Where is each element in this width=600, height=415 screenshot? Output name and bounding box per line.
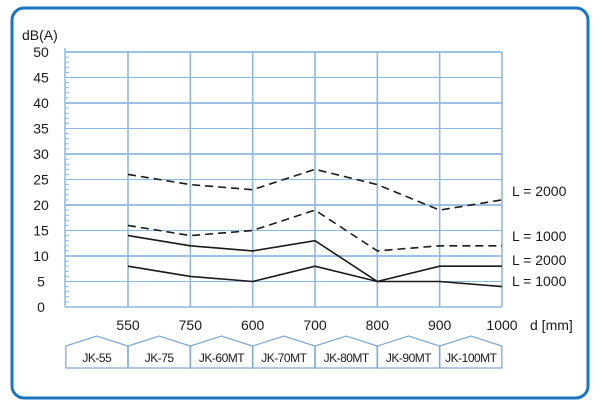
model-tab-label: JK-100MT bbox=[445, 351, 498, 365]
x-tick-label: 750 bbox=[179, 317, 203, 333]
y-tick-label: 5 bbox=[37, 274, 45, 290]
x-tick-label: 600 bbox=[241, 317, 265, 333]
chart-frame bbox=[10, 6, 590, 400]
y-tick-label: 30 bbox=[33, 146, 49, 162]
y-tick-label: 40 bbox=[33, 95, 49, 111]
x-axis-label: d [mm] bbox=[530, 317, 573, 333]
x-tick-label: 1000 bbox=[486, 317, 517, 333]
grid bbox=[65, 51, 503, 307]
y-tick-label: 25 bbox=[33, 172, 49, 188]
y-tick-label: 15 bbox=[33, 223, 49, 239]
model-tab bbox=[439, 335, 503, 369]
axes bbox=[64, 48, 502, 308]
series-label: L = 1000 bbox=[512, 273, 567, 289]
y-axis-label: dB(A) bbox=[22, 27, 58, 43]
series-line-solid bbox=[127, 265, 503, 288]
model-tab-label: JK-70MT bbox=[261, 351, 307, 365]
model-tab-label: JK-55 bbox=[82, 351, 112, 365]
y-tick-label: 20 bbox=[33, 197, 49, 213]
y-tick-label: 45 bbox=[33, 70, 49, 86]
series-line-dashed bbox=[127, 209, 502, 252]
y-tick-label: 0 bbox=[37, 299, 45, 315]
y-tick-label: 10 bbox=[33, 248, 49, 264]
series-line-solid bbox=[127, 234, 502, 283]
model-tab-label: JK-60MT bbox=[199, 351, 245, 365]
series-label: L = 2000 bbox=[512, 183, 567, 199]
model-tab-label: JK-75 bbox=[145, 351, 175, 365]
series-label: L = 1000 bbox=[512, 228, 567, 244]
x-tick-label: 800 bbox=[366, 317, 390, 333]
model-tab-label: JK-90MT bbox=[386, 351, 432, 365]
series-lines bbox=[127, 168, 503, 288]
series-label: L = 2000 bbox=[512, 252, 567, 268]
x-tick-label: 700 bbox=[303, 317, 327, 333]
model-tab-label: JK-80MT bbox=[324, 351, 370, 365]
y-tick-label: 35 bbox=[33, 121, 49, 137]
x-tick-label: 550 bbox=[116, 317, 140, 333]
x-tick-label: 900 bbox=[428, 317, 452, 333]
y-tick-label: 50 bbox=[33, 44, 49, 60]
model-tabs: JK-55 JK-75 JK-60MT JK-70MT JK-80MT JK-90MT JK… bbox=[65, 335, 503, 369]
